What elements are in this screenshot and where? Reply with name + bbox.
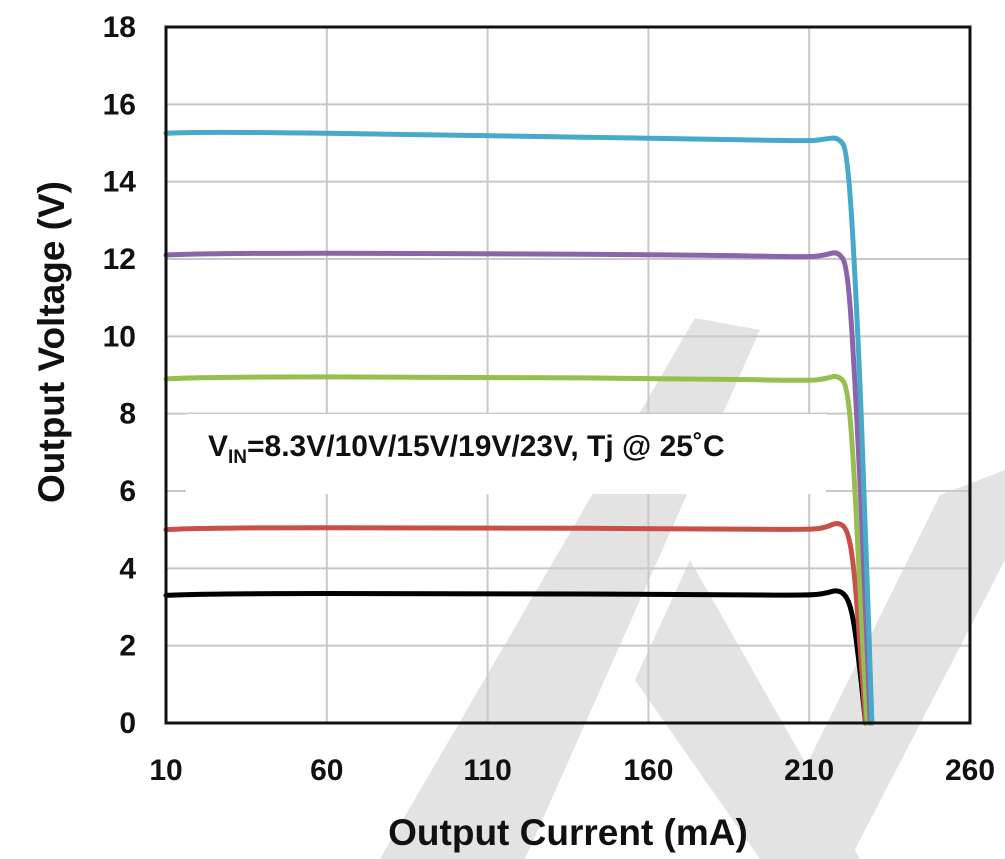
y-tick-labels: 0 2 4 6 8 10 12 14 16 18	[103, 11, 137, 740]
y-tick-label-6: 12	[103, 243, 136, 276]
x-tick-label-3: 160	[623, 754, 673, 787]
y-tick-label-2: 4	[119, 552, 136, 585]
y-tick-label-3: 6	[119, 475, 136, 508]
series-line-2	[163, 373, 870, 726]
y-tick-label-0: 0	[119, 707, 136, 740]
x-tick-labels: 10 60 110 160 210 260	[149, 754, 995, 787]
y-tick-label-1: 2	[119, 630, 136, 663]
series-line-4	[163, 129, 875, 726]
x-tick-label-4: 210	[784, 754, 834, 787]
x-tick-label-5: 260	[945, 754, 995, 787]
series-line-0	[163, 588, 868, 726]
annotation-text: VIN=8.3V/10V/15V/19V/23V, Tj @ 25˚C	[208, 430, 725, 468]
series-line-1	[163, 521, 868, 726]
y-tick-label-9: 18	[103, 11, 136, 44]
plot-frame	[164, 25, 972, 725]
y-tick-label-4: 8	[119, 398, 136, 431]
x-axis-label: Output Current (mA)	[388, 812, 748, 853]
annotation-subscript: IN	[228, 447, 247, 468]
y-tick-label-8: 16	[103, 88, 136, 121]
annotation-main: =8.3V/10V/15V/19V/23V, Tj @ 25˚C	[247, 430, 725, 463]
x-tick-label-1: 60	[310, 754, 343, 787]
series-lines	[163, 129, 875, 726]
annotation-prefix: V	[208, 430, 228, 463]
y-tick-label-7: 14	[103, 166, 137, 199]
x-tick-label-0: 10	[149, 754, 182, 787]
annotation-background	[186, 414, 826, 494]
y-axis-label: Output Voltage (V)	[31, 181, 72, 503]
y-tick-label-5: 10	[103, 320, 136, 353]
series-line-3	[163, 250, 873, 726]
x-tick-label-2: 110	[463, 754, 511, 787]
